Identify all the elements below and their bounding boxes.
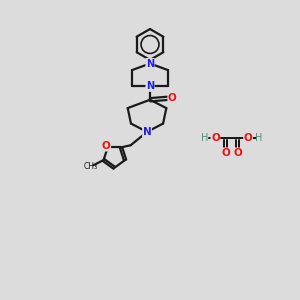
Text: O: O <box>244 133 253 143</box>
Text: N: N <box>143 127 152 137</box>
Text: N: N <box>146 58 154 68</box>
Text: O: O <box>168 93 177 103</box>
Text: O: O <box>233 148 242 158</box>
Text: O: O <box>211 133 220 143</box>
Text: CH₃: CH₃ <box>84 162 98 171</box>
Text: O: O <box>221 148 230 158</box>
Text: O: O <box>102 141 111 151</box>
Text: N: N <box>146 81 154 92</box>
Text: H: H <box>201 133 209 143</box>
Text: H: H <box>255 133 262 143</box>
